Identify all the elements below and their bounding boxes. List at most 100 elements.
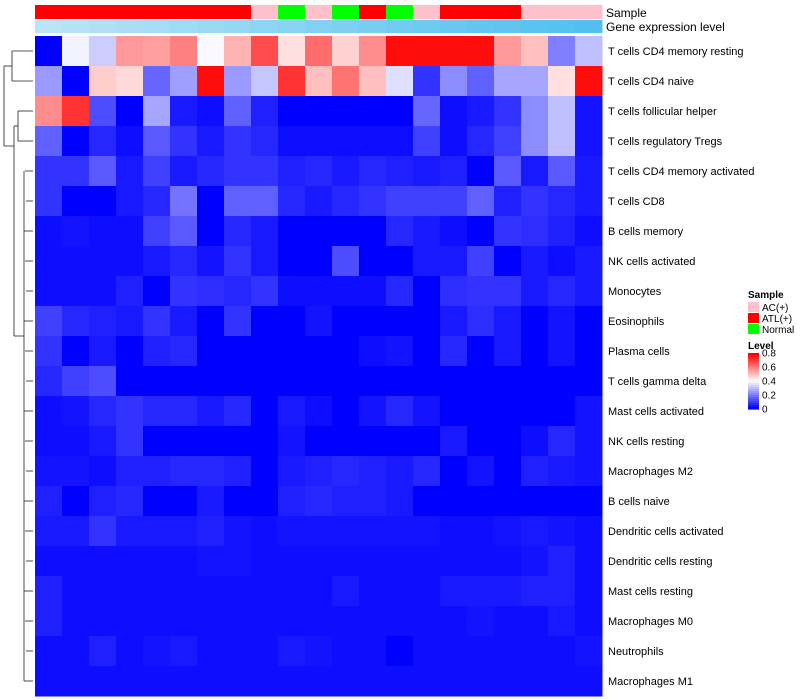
heatmap-cell — [413, 366, 441, 397]
heatmap-cell — [413, 66, 441, 97]
heatmap-cell — [440, 516, 468, 547]
heatmap-cell — [575, 336, 603, 367]
heatmap-cell — [278, 516, 306, 547]
sample-cell — [170, 5, 198, 19]
heatmap-cell — [332, 66, 360, 97]
heatmap-cell — [521, 396, 549, 427]
heatmap-cell — [440, 456, 468, 487]
heatmap-cell — [521, 306, 549, 337]
row-label: Macrophages M0 — [608, 616, 693, 628]
heatmap-cell — [386, 666, 414, 697]
heatmap-cell — [89, 96, 117, 127]
heatmap-cell — [359, 306, 387, 337]
heatmap-cell — [35, 246, 63, 277]
heatmap-cell — [305, 486, 333, 517]
heatmap-cell — [548, 426, 576, 457]
heatmap-cell — [251, 456, 279, 487]
heatmap-cell — [35, 336, 63, 367]
heatmap-cell — [440, 636, 468, 667]
heatmap-cell — [143, 486, 171, 517]
heatmap-cell — [494, 36, 522, 67]
heatmap-cell — [224, 516, 252, 547]
heatmap-cell — [467, 66, 495, 97]
heatmap-cell — [170, 156, 198, 187]
heatmap-cell — [170, 66, 198, 97]
heatmap-cell — [143, 216, 171, 247]
heatmap-cell — [575, 606, 603, 637]
heatmap-cell — [359, 456, 387, 487]
heatmap-cell — [116, 516, 144, 547]
heatmap-cell — [251, 126, 279, 157]
heatmap-cell — [89, 546, 117, 577]
heatmap-cell — [305, 606, 333, 637]
heatmap-cell — [413, 246, 441, 277]
heatmap-cell — [521, 486, 549, 517]
heatmap-cell — [35, 126, 63, 157]
level-cell — [251, 20, 279, 33]
heatmap-cell — [548, 546, 576, 577]
sample-cell — [575, 5, 603, 19]
heatmap-cell — [575, 216, 603, 247]
level-legend-gradient-step — [748, 389, 759, 392]
heatmap-cell — [278, 126, 306, 157]
heatmap-cell — [62, 366, 90, 397]
heatmap-cell — [116, 306, 144, 337]
heatmap-cell — [467, 156, 495, 187]
heatmap-cell — [197, 216, 225, 247]
heatmap-cell — [521, 546, 549, 577]
heatmap-cell — [548, 96, 576, 127]
heatmap-cell — [548, 36, 576, 67]
heatmap-cell — [116, 456, 144, 487]
heatmap-cell — [305, 396, 333, 427]
heatmap-cell — [548, 666, 576, 697]
heatmap-cell — [116, 156, 144, 187]
heatmap-cell — [116, 66, 144, 97]
level-legend-gradient-step — [748, 371, 759, 374]
heatmap-cell — [332, 36, 360, 67]
heatmap-cell — [548, 456, 576, 487]
heatmap-cell — [359, 546, 387, 577]
heatmap-cell — [89, 636, 117, 667]
heatmap-cell — [359, 486, 387, 517]
heatmap-cell — [359, 396, 387, 427]
heatmap-cell — [62, 546, 90, 577]
heatmap-cell — [62, 426, 90, 457]
heatmap-cell — [386, 606, 414, 637]
row-label: T cells CD4 memory activated — [608, 166, 755, 178]
heatmap-cell — [548, 486, 576, 517]
heatmap-cell — [440, 216, 468, 247]
sample-cell — [251, 5, 279, 19]
heatmap-cell — [278, 486, 306, 517]
heatmap-cell — [305, 216, 333, 247]
heatmap-cell — [359, 96, 387, 127]
heatmap-cell — [197, 156, 225, 187]
heatmap-cell — [440, 276, 468, 307]
heatmap-cell — [62, 96, 90, 127]
level-legend-gradient-step — [748, 407, 759, 410]
heatmap-cell — [440, 396, 468, 427]
row-label: Neutrophils — [608, 646, 664, 658]
heatmap-cell — [413, 36, 441, 67]
heatmap-cell — [143, 396, 171, 427]
heatmap-cell — [521, 216, 549, 247]
heatmap-cell — [548, 576, 576, 607]
heatmap-cell — [548, 636, 576, 667]
heatmap-cell — [62, 156, 90, 187]
heatmap-cell — [494, 336, 522, 367]
heatmap-cell — [386, 636, 414, 667]
level-cell — [278, 20, 306, 33]
heatmap-cell — [89, 336, 117, 367]
level-legend-gradient-step — [748, 365, 759, 368]
heatmap-cell — [224, 426, 252, 457]
level-legend-gradient-step — [748, 401, 759, 404]
heatmap-cell — [35, 426, 63, 457]
heatmap-cell — [224, 246, 252, 277]
sample-cell — [35, 5, 63, 19]
heatmap-cell — [548, 246, 576, 277]
heatmap-cell — [359, 576, 387, 607]
heatmap-cell — [251, 216, 279, 247]
heatmap-cell — [305, 36, 333, 67]
heatmap-cell — [89, 426, 117, 457]
heatmap-cell — [116, 336, 144, 367]
level-cell — [359, 20, 387, 33]
